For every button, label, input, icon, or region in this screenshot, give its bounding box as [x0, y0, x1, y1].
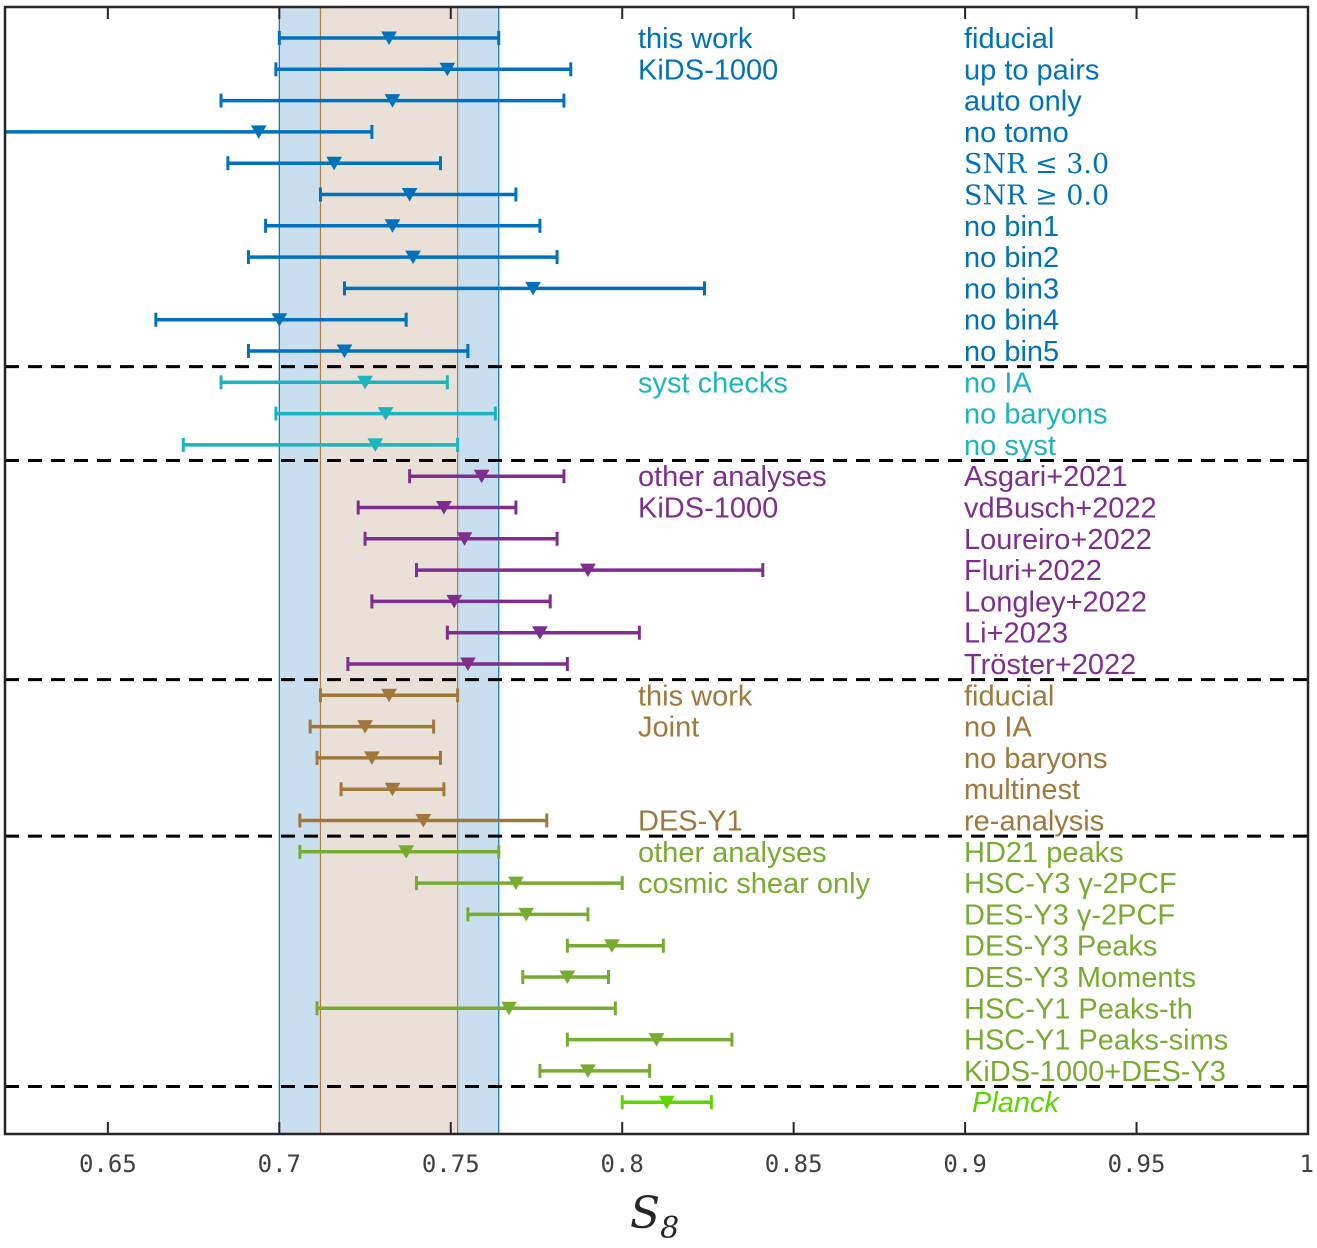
row-label: Loureiro+2022	[964, 524, 1152, 556]
group-label: other analyses	[638, 461, 827, 493]
point-marker	[473, 469, 490, 484]
row-label: no syst	[964, 430, 1056, 462]
row-label: no bin2	[964, 242, 1059, 274]
x-tick-label: 0.85	[765, 1150, 823, 1178]
row-label: multinest	[964, 774, 1080, 806]
point-marker	[508, 876, 524, 891]
x-tick-label: 0.9	[943, 1150, 986, 1178]
group-label: other analyses	[638, 837, 827, 869]
row-label: auto only	[964, 86, 1082, 118]
row-label: no IA	[964, 712, 1032, 744]
point-marker	[439, 62, 456, 77]
x-tick-label: 0.65	[79, 1150, 137, 1178]
row-label: DES-Y3 Moments	[964, 962, 1196, 994]
row-label: no bin4	[964, 305, 1059, 337]
x-tick-label: 0.7	[258, 1150, 301, 1178]
row-label: up to pairs	[964, 54, 1099, 86]
x-tick-label: 0.75	[422, 1150, 480, 1178]
row-label: HD21 peaks	[964, 837, 1124, 869]
x-tick-label: 0.8	[601, 1150, 644, 1178]
point-marker	[250, 125, 267, 139]
point-marker	[532, 626, 548, 640]
row-label: SNR ≤ 3.0	[964, 149, 1109, 180]
group-label: cosmic shear only	[638, 868, 871, 900]
group-label: KiDS-1000	[638, 54, 778, 86]
x-axis-ticks: 0.65 0.7 0.75 0.8 0.85 0.9 0.95 1	[79, 7, 1314, 1178]
point-marker	[456, 532, 473, 546]
group-label: DES-Y1	[638, 806, 743, 838]
point-marker	[525, 281, 541, 296]
row-label: KiDS-1000+DES-Y3	[964, 1056, 1226, 1088]
point-marker	[398, 845, 415, 859]
point-marker	[377, 407, 394, 421]
point-marker	[580, 1064, 596, 1078]
point-marker	[460, 657, 476, 671]
row-label: HSC-Y3 γ-2PCF	[964, 868, 1177, 900]
row-label: Fluri+2022	[964, 555, 1102, 587]
point-marker	[384, 782, 401, 797]
row-label: Planck	[972, 1087, 1061, 1119]
plot-frame	[3, 5, 1310, 1136]
point-marker	[384, 219, 401, 233]
point-marker	[336, 344, 353, 358]
point-marker	[381, 31, 397, 45]
point-marker	[518, 907, 535, 922]
point-marker	[580, 563, 596, 578]
x-tick-label: 1	[1300, 1150, 1314, 1178]
point-marker	[604, 939, 620, 953]
error-bars	[5, 31, 765, 1110]
point-marker	[415, 814, 432, 828]
row-label: SNR ≥ 0.0	[964, 181, 1109, 212]
row-label: fiducial	[964, 23, 1054, 55]
point-marker	[658, 1095, 675, 1110]
point-marker	[501, 1001, 517, 1016]
point-marker	[559, 970, 576, 984]
group-label: KiDS-1000	[638, 493, 778, 525]
point-marker	[384, 94, 401, 108]
row-label: Li+2023	[964, 618, 1068, 650]
row-label: no baryons	[964, 399, 1108, 431]
row-label: DES-Y3 Peaks	[964, 931, 1157, 963]
row-label: fiducial	[964, 680, 1054, 712]
row-label: no IA	[964, 367, 1032, 399]
point-marker	[326, 156, 343, 171]
group-separators	[5, 365, 1308, 1089]
x-axis-title-main: S	[630, 1188, 660, 1239]
point-marker	[436, 501, 452, 515]
group-label: syst checks	[638, 367, 788, 399]
point-marker	[271, 313, 288, 327]
x-tick-label: 0.95	[1108, 1150, 1166, 1178]
row-label: vdBusch+2022	[964, 493, 1157, 525]
point-marker	[401, 188, 418, 202]
row-label: DES-Y3 γ-2PCF	[964, 899, 1175, 931]
point-marker	[367, 438, 384, 452]
row-label: no bin3	[964, 273, 1059, 305]
row-label: HSC-Y1 Peaks-sims	[964, 1025, 1228, 1057]
row-label: no bin1	[964, 211, 1059, 243]
x-axis-title: S8	[630, 1188, 679, 1246]
x-axis-title-subscript: 8	[660, 1211, 679, 1246]
row-label: no bin5	[964, 336, 1059, 368]
point-marker	[357, 720, 373, 734]
group-label: Joint	[638, 712, 699, 744]
group-label: this work	[638, 23, 753, 55]
point-marker	[405, 250, 421, 265]
row-label: HSC-Y1 Peaks-th	[964, 993, 1193, 1025]
point-marker	[446, 594, 463, 609]
point-marker	[364, 751, 380, 765]
row-label: Tröster+2022	[964, 649, 1136, 681]
row-label: Longley+2022	[964, 586, 1147, 618]
point-marker	[648, 1033, 665, 1047]
point-marker	[357, 375, 373, 390]
row-label: no tomo	[964, 117, 1069, 149]
row-label: no baryons	[964, 743, 1108, 775]
row-label: re-analysis	[964, 806, 1104, 838]
row-label: Asgari+2021	[964, 461, 1128, 493]
point-marker	[381, 688, 397, 703]
group-label: this work	[638, 680, 753, 712]
